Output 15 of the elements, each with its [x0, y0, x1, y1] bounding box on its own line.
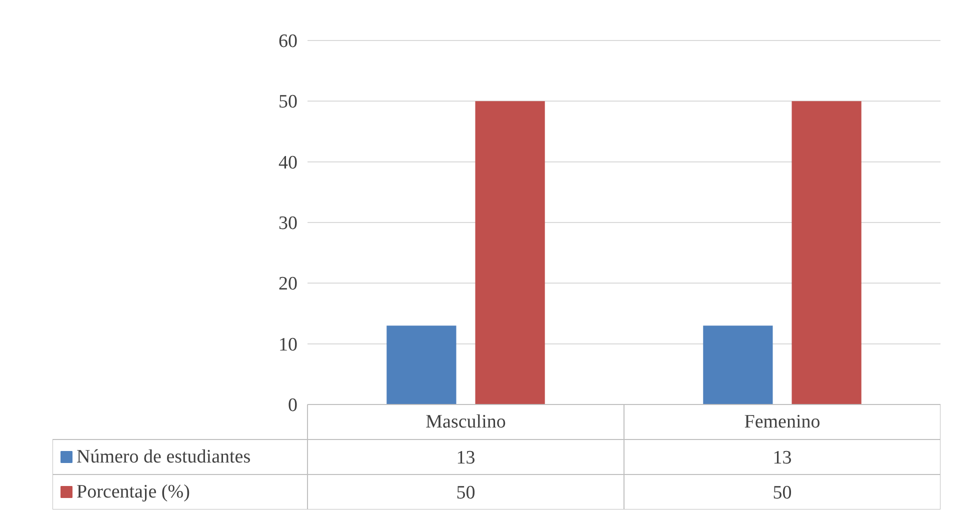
y-tick-label: 40	[278, 152, 298, 174]
y-tick-label: 30	[278, 213, 298, 234]
y-tick-label: 20	[278, 274, 298, 295]
y-tick-label: 0	[288, 395, 298, 416]
x-tick-label: Femenino	[744, 412, 820, 432]
data-label: 50	[772, 482, 792, 504]
legend-label: Porcentaje (%)	[76, 482, 190, 502]
y-tick-label: 50	[278, 92, 298, 113]
legend-label: Número de estudiantes	[76, 446, 251, 468]
y-tick-label: 10	[278, 334, 298, 356]
data-label: 50	[456, 482, 476, 504]
data-label: 13	[772, 448, 792, 468]
y-tick-label: 60	[278, 31, 298, 52]
x-tick-label: Masculino	[426, 412, 506, 432]
data-label: 13	[456, 448, 476, 468]
